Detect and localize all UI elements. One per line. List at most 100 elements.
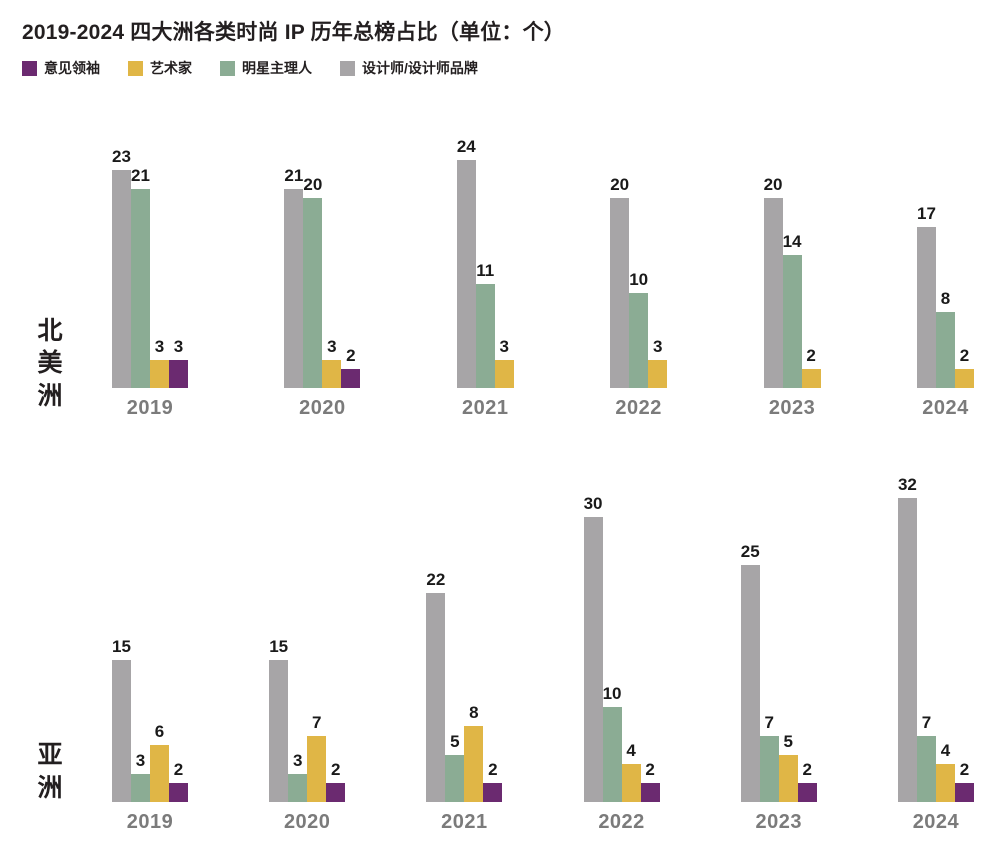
bar-value-label: 3 [652,336,663,356]
bar-value-label: 2 [959,760,970,779]
barwrap-artist: 4 [935,741,955,802]
bar-designer [610,198,630,388]
bar-kol [169,783,188,802]
bar-group-2024: 17 8 2 2024 [916,134,974,420]
barwrap-kol: 2 [640,760,660,802]
bar-value-label: 6 [154,722,165,741]
bar-celebrity [288,773,308,802]
bars-cluster: 15 3 7 2 [269,472,346,802]
bar-group-2024: 32 7 4 2 2024 [897,472,974,834]
barwrap-designer: 20 [763,176,783,388]
bar-artist [150,745,169,802]
bar-celebrity [445,754,465,802]
bars-cluster: 15 3 6 2 [112,472,188,802]
chart-page: 2019-2024 四大洲各类时尚 IP 历年总榜占比（单位：个） 意见领袖 艺术… [22,21,988,834]
barwrap-designer: 25 [740,541,760,802]
legend-swatch-icon [128,60,143,76]
plot-area: 15 3 6 2 2019 15 3 7 2 2020 22 5 8 2 2021 30 10 4 2 2022 25 7… [78,472,988,834]
bar-group-2021: 22 5 8 2 2021 [426,472,503,834]
barwrap-celebrity: 7 [916,712,936,802]
bars-cluster: 24 11 3 [456,134,514,388]
barwrap-artist: 3 [494,338,514,388]
barwrap-celebrity: 10 [602,685,622,802]
bar-value-label: 2 [959,346,970,365]
bar-artist [648,359,668,388]
x-axis-label: 2019 [126,811,174,833]
bars-cluster: 22 5 8 2 [426,472,503,802]
barwrap-kol: 2 [797,761,817,802]
plot-area: 23 21 3 3 2019 21 20 3 2 2020 24 11 3 2021 20 10 3 2022 20… [78,134,988,420]
bar-value-label: 7 [921,712,932,732]
bar-value-label: 15 [112,636,131,656]
bars-cluster: 20 14 2 [763,134,821,388]
row-label: 北美洲 [22,134,78,420]
barwrap-artist: 3 [322,338,342,388]
barwrap-celebrity: 5 [445,731,465,802]
legend-label: 意见领袖 [44,60,100,76]
bar-designer [583,517,603,802]
barwrap-designer: 30 [583,495,603,802]
bar-value-label: 8 [940,289,951,308]
bar-celebrity [782,255,802,388]
legend-swatch-icon [220,60,235,76]
bar-value-label: 3 [154,336,165,356]
barwrap-artist: 2 [801,347,821,388]
barwrap-celebrity: 20 [303,176,323,388]
bar-value-label: 2 [330,760,341,779]
barwrap-designer: 15 [269,638,289,802]
barwrap-celebrity: 10 [629,271,649,388]
charts-container: 北美洲 23 21 3 3 2019 21 20 3 2 2020 24 11 3 2021 20 10 3 202… [22,134,988,834]
bar-group-2019: 15 3 6 2 2019 [112,472,188,834]
chart-row-北美洲: 北美洲 23 21 3 3 2019 21 20 3 2 2020 24 11 3 2021 20 10 3 202… [22,134,988,420]
bar-group-2023: 20 14 2 2023 [763,134,821,420]
bar-value-label: 4 [626,741,636,760]
bar-designer [112,169,131,388]
bar-artist [150,359,169,388]
barwrap-designer: 32 [897,476,917,802]
row-label-char: 洲 [37,381,63,410]
barwrap-celebrity: 7 [759,714,779,802]
barwrap-designer: 15 [112,636,131,802]
bar-kol [326,783,346,802]
x-axis-label: 2022 [598,811,645,833]
barwrap-kol: 2 [169,761,188,802]
x-axis-label: 2019 [126,397,174,419]
x-axis-label: 2024 [922,397,969,419]
bar-kol [640,783,660,802]
legend-item-celebrity: 明星主理人 [220,58,312,78]
x-axis-label: 2021 [462,397,509,419]
bars-cluster: 23 21 3 3 [112,134,188,388]
bar-celebrity [131,188,150,388]
bar-value-label: 7 [311,712,322,732]
barwrap-celebrity: 8 [935,289,955,388]
bar-artist [778,754,798,802]
row-label-char: 洲 [37,773,63,802]
bar-celebrity [759,735,779,802]
bar-celebrity [475,283,495,388]
x-axis-label: 2020 [283,811,331,833]
bar-group-2022: 20 10 3 2022 [610,134,668,420]
bar-value-label: 25 [740,541,760,561]
bars-cluster: 20 10 3 [610,134,668,388]
x-axis-label: 2020 [299,397,346,419]
bar-celebrity [303,198,323,388]
barwrap-celebrity: 3 [131,752,150,802]
bar-designer [897,498,917,802]
bar-value-label: 5 [783,731,793,751]
bar-designer [763,198,783,388]
bar-value-label: 2 [645,760,655,779]
barwrap-artist: 6 [150,723,169,802]
barwrap-designer: 21 [284,167,304,388]
bar-artist [494,359,514,388]
legend-label: 设计师/设计师品牌 [362,60,478,76]
bar-value-label: 4 [940,741,951,760]
bars-cluster: 32 7 4 2 [897,472,974,802]
bar-value-label: 21 [131,165,150,185]
bar-group-2020: 21 20 3 2 2020 [284,134,361,420]
bar-value-label: 5 [450,731,460,751]
bar-value-label: 11 [476,260,495,280]
bar-kol [169,359,188,388]
barwrap-celebrity: 14 [782,233,802,388]
bar-group-2020: 15 3 7 2 2020 [269,472,346,834]
bar-designer [112,659,131,802]
